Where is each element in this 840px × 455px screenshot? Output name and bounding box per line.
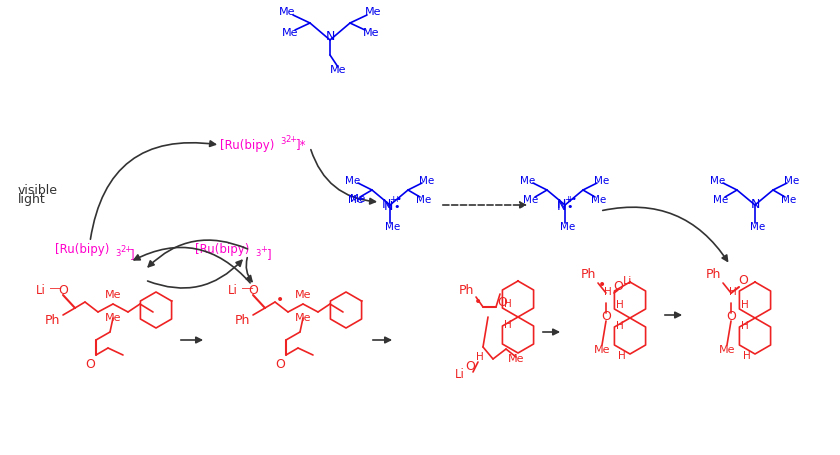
Text: ―: ― bbox=[242, 283, 253, 293]
Text: Me: Me bbox=[386, 222, 401, 232]
Text: visible: visible bbox=[18, 183, 58, 197]
Text: Li: Li bbox=[455, 369, 465, 381]
Text: Me: Me bbox=[105, 290, 121, 300]
Text: Li: Li bbox=[36, 283, 46, 297]
Text: H: H bbox=[476, 352, 484, 362]
Text: N: N bbox=[381, 198, 391, 212]
Text: N: N bbox=[556, 199, 565, 212]
Text: [Ru(bipy): [Ru(bipy) bbox=[195, 243, 249, 257]
Text: O: O bbox=[738, 274, 748, 288]
Text: Me: Me bbox=[719, 345, 735, 355]
Text: Ph: Ph bbox=[706, 268, 721, 282]
Text: O: O bbox=[58, 283, 68, 297]
Text: Me: Me bbox=[417, 195, 432, 205]
Text: Me: Me bbox=[330, 65, 346, 75]
Text: •: • bbox=[598, 278, 606, 292]
Text: 3: 3 bbox=[255, 248, 260, 258]
Text: Me: Me bbox=[295, 290, 312, 300]
Text: light: light bbox=[18, 193, 45, 207]
Text: H: H bbox=[741, 321, 749, 331]
Text: Me: Me bbox=[365, 7, 381, 17]
Text: Me: Me bbox=[594, 345, 610, 355]
Text: Me: Me bbox=[560, 222, 575, 232]
Text: Me: Me bbox=[345, 176, 360, 186]
Text: Me: Me bbox=[281, 28, 298, 38]
Text: O: O bbox=[601, 310, 611, 324]
Text: O: O bbox=[85, 359, 95, 371]
Text: Me: Me bbox=[781, 195, 796, 205]
Text: [Ru(bipy): [Ru(bipy) bbox=[55, 243, 109, 257]
Text: +: + bbox=[394, 196, 401, 204]
Text: Me: Me bbox=[523, 195, 538, 205]
Text: Me: Me bbox=[419, 176, 434, 186]
Text: 3: 3 bbox=[280, 137, 286, 147]
Text: O: O bbox=[497, 297, 507, 309]
Text: +: + bbox=[260, 246, 267, 254]
Text: O: O bbox=[465, 360, 475, 374]
Text: +•: +• bbox=[564, 196, 577, 204]
Text: Me: Me bbox=[349, 195, 364, 205]
Text: 2+: 2+ bbox=[285, 135, 297, 143]
Text: Me: Me bbox=[750, 222, 765, 232]
Text: Me: Me bbox=[295, 313, 312, 323]
Text: H: H bbox=[504, 299, 512, 309]
Text: Me: Me bbox=[785, 176, 800, 186]
Text: O: O bbox=[613, 280, 623, 293]
Text: O: O bbox=[726, 310, 736, 324]
Text: Me: Me bbox=[507, 354, 524, 364]
Text: O: O bbox=[248, 283, 258, 297]
Text: Ph: Ph bbox=[45, 313, 60, 327]
Text: •: • bbox=[276, 293, 284, 307]
Text: N: N bbox=[383, 199, 392, 212]
Text: Li: Li bbox=[228, 283, 238, 297]
Text: ]: ] bbox=[267, 248, 271, 262]
Text: [Ru(bipy): [Ru(bipy) bbox=[220, 138, 275, 152]
Text: Me: Me bbox=[520, 176, 536, 186]
Text: Me: Me bbox=[713, 195, 728, 205]
Text: Me: Me bbox=[279, 7, 295, 17]
Text: •: • bbox=[567, 202, 573, 212]
Text: N: N bbox=[556, 198, 565, 212]
Text: •: • bbox=[394, 202, 400, 212]
Text: H: H bbox=[618, 351, 626, 361]
Text: H: H bbox=[504, 320, 512, 330]
Text: H: H bbox=[743, 351, 751, 361]
Text: Me: Me bbox=[349, 194, 365, 204]
Text: Ph: Ph bbox=[580, 268, 596, 282]
Text: ]*: ]* bbox=[296, 138, 307, 152]
Text: +•: +• bbox=[390, 196, 402, 204]
Text: N: N bbox=[750, 198, 759, 212]
Text: H: H bbox=[616, 300, 624, 310]
Text: N: N bbox=[325, 30, 334, 44]
Text: Li: Li bbox=[623, 276, 633, 286]
Text: O: O bbox=[275, 359, 285, 371]
Text: +: + bbox=[566, 196, 574, 204]
Text: H: H bbox=[741, 300, 749, 310]
Text: 3: 3 bbox=[115, 248, 120, 258]
Text: ]: ] bbox=[130, 248, 134, 262]
Text: Me: Me bbox=[711, 176, 726, 186]
Text: 2+: 2+ bbox=[120, 246, 132, 254]
Text: •: • bbox=[474, 295, 482, 309]
Text: Ph: Ph bbox=[234, 313, 249, 327]
Text: Me: Me bbox=[363, 28, 379, 38]
Text: H: H bbox=[729, 287, 737, 297]
Text: H: H bbox=[604, 287, 612, 297]
Text: Me: Me bbox=[105, 313, 121, 323]
Text: ―: ― bbox=[50, 283, 61, 293]
Text: Me: Me bbox=[595, 176, 610, 186]
Text: H: H bbox=[616, 321, 624, 331]
Text: Me: Me bbox=[591, 195, 606, 205]
Text: Ph: Ph bbox=[459, 283, 474, 297]
